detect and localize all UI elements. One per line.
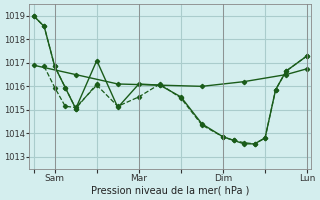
X-axis label: Pression niveau de la mer( hPa ): Pression niveau de la mer( hPa ) (91, 186, 250, 196)
